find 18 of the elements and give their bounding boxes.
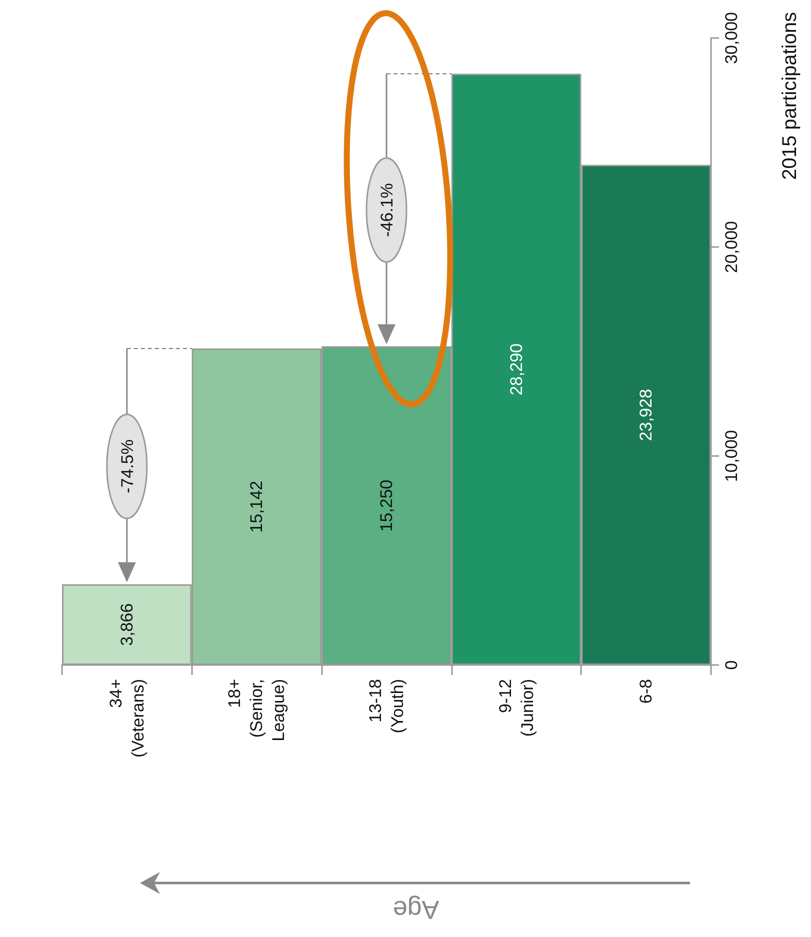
text: Age (392, 895, 440, 925)
x-tick-label: 9-12 (Junior) (496, 679, 537, 737)
x-tick-label: 18+ (Senior, League) (225, 678, 288, 742)
y-tick-label: 20,000 (722, 221, 741, 273)
data-label: 15,142 (247, 480, 266, 533)
annotation: -74.5% (118, 439, 137, 494)
data-label: 28,290 (506, 343, 526, 396)
x-tick-label: 6-8 (636, 679, 656, 704)
y-tick-label: 0 (722, 660, 741, 670)
data-label: 23,928 (636, 388, 656, 441)
annotation: -46.1% (378, 183, 396, 237)
y-axis-title: 2015 participations (779, 12, 801, 180)
y-tick-label: 30,000 (722, 12, 741, 64)
x-tick-label: 13-18 (Youth) (366, 679, 407, 734)
data-label: 3,866 (117, 603, 136, 646)
data-label: 15,250 (377, 480, 396, 532)
x-tick-label: 34+ (Veterans) (106, 678, 148, 758)
y-tick-label: 10,000 (722, 430, 741, 482)
